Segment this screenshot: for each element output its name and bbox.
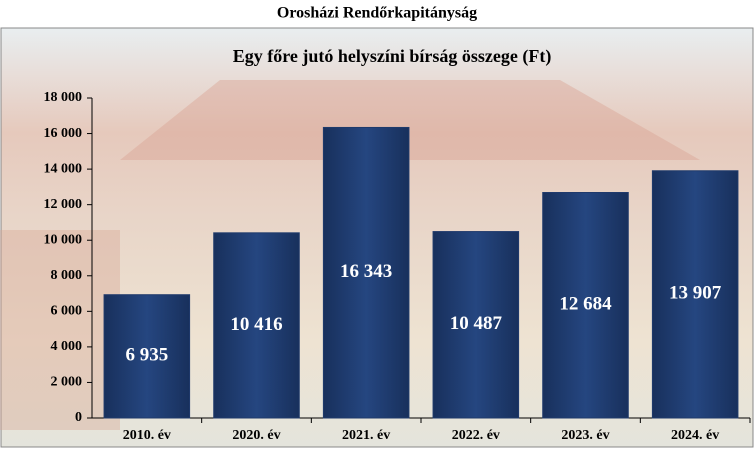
x-tick-label: 2024. év: [671, 428, 719, 443]
building-decoration: [0, 230, 120, 430]
value-label: 6 935: [125, 345, 168, 366]
value-label: 10 487: [450, 313, 503, 334]
bar: [213, 232, 300, 419]
y-tick-label: 6 000: [51, 304, 83, 319]
y-tick-label: 2 000: [51, 375, 83, 390]
value-label: 12 684: [559, 294, 612, 315]
page-title: Orosházi Rendőrkapitányság: [277, 5, 477, 22]
x-tick-label: 2021. év: [342, 428, 390, 443]
roof-decoration: [120, 80, 700, 160]
y-tick-label: 0: [75, 410, 82, 425]
x-tick-label: 2020. év: [232, 428, 280, 443]
y-tick-label: 8 000: [51, 268, 83, 283]
value-label: 10 416: [230, 314, 282, 335]
x-tick-label: 2010. év: [123, 428, 171, 443]
y-tick-label: 12 000: [44, 197, 83, 212]
chart-title: Egy főre jutó helyszíni bírság összege (…: [233, 46, 552, 67]
y-tick-label: 16 000: [44, 126, 83, 141]
value-label: 13 907: [669, 283, 722, 304]
y-tick-label: 18 000: [44, 90, 83, 105]
bar: [103, 294, 191, 419]
x-tick-label: 2023. év: [561, 428, 609, 443]
bar: [432, 231, 520, 419]
value-label: 16 343: [340, 261, 392, 282]
x-tick-label: 2022. év: [452, 428, 500, 443]
y-tick-label: 14 000: [44, 161, 83, 176]
y-tick-label: 4 000: [51, 339, 83, 354]
y-tick-label: 10 000: [44, 232, 83, 247]
bar: [542, 192, 629, 419]
bar: [651, 170, 739, 419]
bar: [322, 126, 410, 419]
